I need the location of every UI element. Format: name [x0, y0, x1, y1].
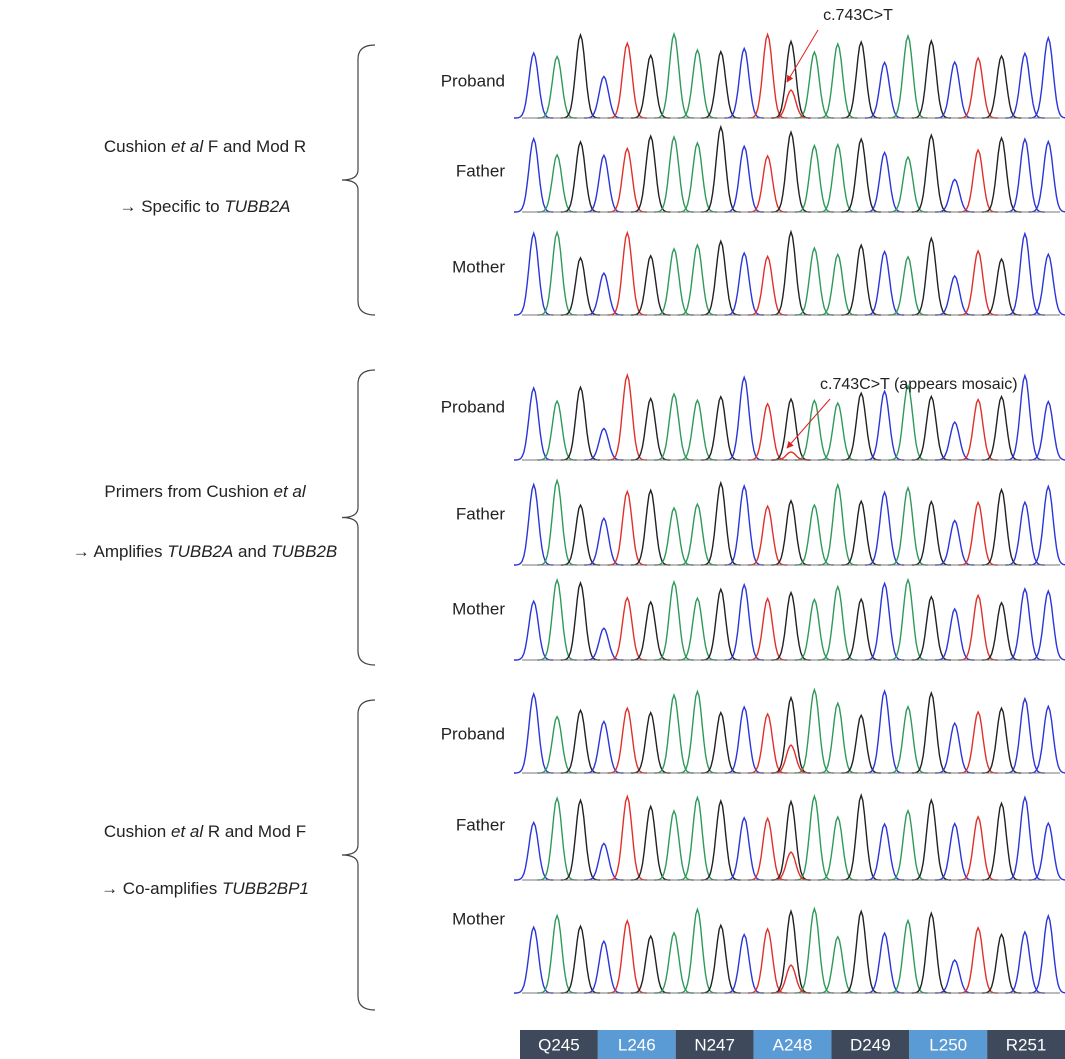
figure: Cushion et al F and Mod R → Specific to T…: [0, 0, 1065, 1059]
sample-label: Father: [456, 161, 505, 180]
group-description: → Specific to TUBB2A: [119, 197, 290, 216]
trace-peak: [1029, 402, 1065, 460]
trace-peak: [608, 375, 647, 460]
sample-label: Proband: [441, 724, 505, 743]
codon-label: D249: [850, 1035, 891, 1054]
trace-peak: [584, 77, 623, 119]
trace-peak: [678, 909, 717, 993]
trace-peak: [584, 429, 623, 461]
codon-label: Q245: [538, 1035, 580, 1054]
sample-label: Proband: [441, 397, 505, 416]
description-segment: R and Mod F: [203, 822, 306, 841]
trace-peak: [561, 387, 600, 460]
description-segment: → Specific to: [119, 197, 224, 216]
trace-peak: [818, 587, 857, 660]
trace-peak: [865, 691, 904, 773]
trace-peak: [514, 139, 553, 212]
trace-peak: [771, 232, 810, 315]
codon-label: L246: [618, 1035, 656, 1054]
description-segment: and: [233, 542, 271, 561]
trace-peak: [584, 843, 623, 880]
sample-label: Mother: [452, 599, 505, 618]
trace-peak: [608, 233, 647, 315]
trace-peak: [912, 693, 951, 773]
trace-peak: [537, 916, 576, 993]
trace-peak: [701, 127, 740, 212]
description-segment: et al: [171, 137, 204, 156]
sample-label: Mother: [452, 909, 505, 928]
group-description: → Amplifies TUBB2A and TUBB2B: [73, 542, 338, 561]
variant-peak: [771, 90, 810, 118]
description-segment: TUBB2BP1: [222, 879, 309, 898]
bracket: [342, 700, 375, 1010]
sample-label: Father: [456, 504, 505, 523]
variant-peak: [771, 965, 810, 993]
codon-label: L250: [929, 1035, 967, 1054]
description-segment: Primers from Cushion: [104, 482, 273, 501]
group-description: Cushion et al R and Mod F: [104, 822, 306, 841]
trace-peak: [771, 132, 810, 212]
trace-peak: [842, 911, 881, 993]
description-segment: TUBB2A: [224, 197, 290, 216]
description-segment: TUBB2B: [271, 542, 337, 561]
sample-label: Father: [456, 815, 505, 834]
trace-peak: [584, 628, 623, 660]
trace-peak: [1005, 234, 1044, 315]
trace-peak: [982, 490, 1021, 565]
codon-label: A248: [773, 1035, 813, 1054]
trace-peak: [842, 795, 881, 880]
trace-peak: [514, 694, 553, 773]
description-segment: F and Mod R: [203, 137, 306, 156]
group-description: Cushion et al F and Mod R: [104, 137, 306, 156]
trace-peak: [912, 238, 951, 315]
trace-peak: [608, 797, 647, 881]
description-segment: Cushion: [104, 822, 171, 841]
codon-label: R251: [1006, 1035, 1047, 1054]
trace-peak: [654, 34, 693, 118]
group-description: → Co-amplifies TUBB2BP1: [101, 879, 309, 898]
bracket: [342, 45, 375, 315]
bracket: [342, 370, 375, 665]
trace-peak: [725, 377, 764, 460]
trace-peak: [912, 135, 951, 212]
codon-label: N247: [694, 1035, 735, 1054]
description-segment: → Co-amplifies: [101, 879, 222, 898]
group-description: Primers from Cushion et al: [104, 482, 306, 501]
trace-peak: [561, 142, 600, 212]
trace-peak: [514, 388, 553, 460]
sample-label: Mother: [452, 257, 505, 276]
description-segment: et al: [273, 482, 306, 501]
trace-peak: [935, 180, 974, 213]
variant-annotation: c.743C>T: [823, 7, 893, 24]
variant-peak: [771, 852, 810, 880]
description-segment: Cushion: [104, 137, 171, 156]
description-segment: TUBB2A: [167, 542, 233, 561]
trace-peak: [1029, 823, 1065, 880]
trace-peak: [935, 960, 974, 993]
trace-peak: [561, 35, 600, 118]
sample-label: Proband: [441, 71, 505, 90]
description-segment: et al: [171, 822, 204, 841]
trace-peak: [654, 582, 693, 660]
description-segment: → Amplifies: [73, 542, 167, 561]
trace-peak: [818, 485, 857, 565]
trace-peak: [608, 921, 647, 993]
variant-annotation: c.743C>T (appears mosaic): [820, 376, 1018, 393]
trace-peak: [608, 43, 647, 118]
trace-peak: [912, 800, 951, 880]
variant-peak: [771, 745, 810, 773]
